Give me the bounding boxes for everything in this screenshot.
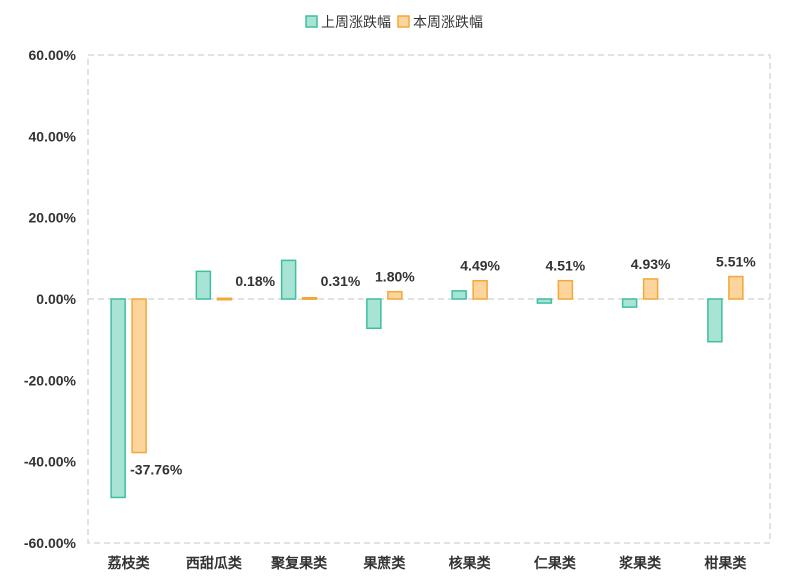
x-category-label: 聚复果类 — [270, 555, 328, 571]
y-tick-label: 40.00% — [29, 128, 77, 144]
bar-this-week — [387, 290, 403, 300]
data-label: 4.49% — [460, 258, 500, 274]
bar-last-week — [621, 298, 638, 308]
y-tick-label: 0.00% — [36, 291, 76, 307]
bar-this-week — [131, 298, 147, 454]
x-category-label: 仁果类 — [534, 555, 577, 571]
y-axis-ticks: 60.00% 40.00% 20.00% 0.00% -20.00% -40.00% -60… — [24, 47, 77, 551]
bar-this-week — [472, 279, 488, 300]
bar-last-week — [195, 270, 212, 300]
y-tick-label: 20.00% — [29, 210, 77, 226]
bar-last-week — [707, 298, 723, 343]
x-category-label: 核果类 — [449, 555, 492, 571]
bar-last-week — [110, 298, 126, 499]
legend-swatch-this-week — [397, 15, 410, 28]
bar-this-week — [216, 297, 233, 301]
bar-this-week — [728, 275, 744, 300]
bar-this-week — [557, 279, 574, 300]
y-tick-label: 60.00% — [29, 47, 77, 63]
x-axis-labels: 荔枝类 西甜瓜类 聚复果类 果蔗类 核果类 仁果类 浆果类 柑果类 — [107, 555, 748, 571]
y-tick-label: -20.00% — [24, 372, 77, 388]
data-labels: -37.76% 0.18% 0.31% 1.80% 4.49% 4.51% 4.93% 5.5… — [130, 254, 756, 478]
bar-last-week — [366, 298, 382, 330]
bar-this-week — [642, 278, 659, 300]
legend: 上周涨跌幅 本周涨跌幅 — [305, 14, 483, 30]
y-tick-label: -40.00% — [24, 454, 77, 470]
bars — [110, 259, 744, 499]
data-label: 5.51% — [716, 254, 756, 270]
bar-last-week — [451, 290, 467, 300]
x-category-label: 柑果类 — [704, 555, 747, 571]
bar-last-week — [280, 259, 297, 300]
legend-label-this-week: 本周涨跌幅 — [413, 14, 483, 30]
x-category-label: 西甜瓜类 — [186, 555, 243, 571]
data-label: 0.18% — [235, 273, 275, 289]
legend-swatch-last-week — [305, 15, 318, 28]
data-label: 1.80% — [375, 269, 415, 285]
data-label: 0.31% — [321, 273, 361, 289]
data-label: 4.51% — [546, 258, 586, 274]
y-tick-label: -60.00% — [24, 535, 77, 551]
data-label: -37.76% — [130, 462, 183, 478]
x-category-label: 果蔗类 — [362, 555, 406, 571]
bar-this-week — [301, 296, 318, 300]
x-category-label: 浆果类 — [619, 555, 662, 571]
data-label: 4.93% — [631, 256, 671, 272]
bar-last-week — [536, 298, 553, 304]
x-category-label: 荔枝类 — [107, 555, 151, 571]
legend-label-last-week: 上周涨跌幅 — [321, 14, 391, 30]
